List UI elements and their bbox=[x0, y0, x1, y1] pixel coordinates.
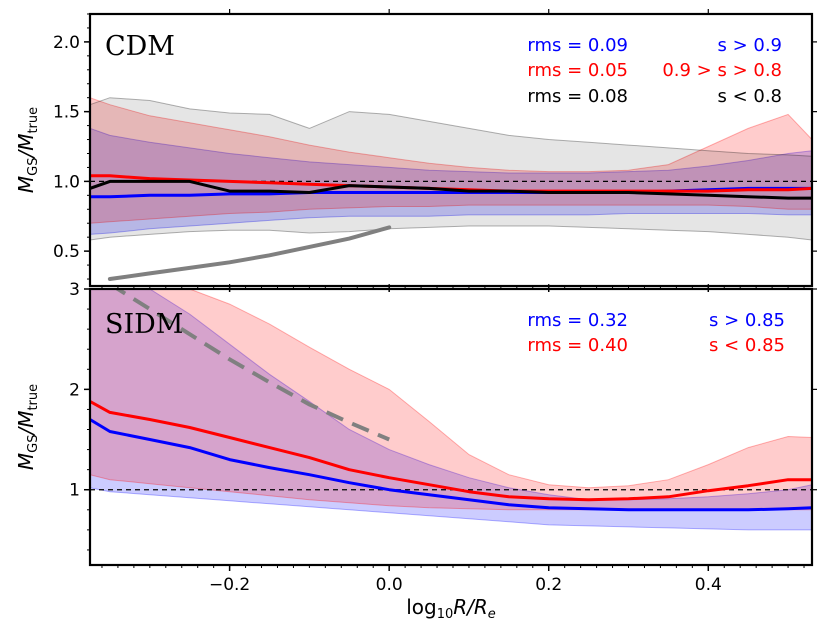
cdm-ytick-label: 1.0 bbox=[53, 172, 80, 192]
sidm-line-1 bbox=[90, 400, 812, 502]
cdm-rms-black: rms = 0.08 bbox=[527, 86, 628, 107]
panel-cdm: 0.5 1.0 1.5 2.0 CDM rms = 0.09 rms = 0.05 r… bbox=[53, 9, 817, 292]
sidm-band-1 bbox=[90, 289, 812, 511]
cdm-bands bbox=[90, 97, 812, 241]
sidm-xtick-label: 0.0 bbox=[376, 575, 403, 595]
cdm-ylabel: MGS/Mtrue bbox=[14, 107, 41, 193]
cdm-rms-blue: rms = 0.09 bbox=[527, 35, 628, 56]
cdm-s-blue: s > 0.9 bbox=[717, 35, 782, 56]
cdm-guide-curve bbox=[107, 225, 392, 281]
cdm-ytick-label: 1.5 bbox=[53, 103, 80, 123]
sidm-xtick-label: 0.2 bbox=[535, 575, 562, 595]
sidm-guide-curve bbox=[114, 289, 390, 442]
sidm-ytick-label: 2 bbox=[69, 380, 80, 400]
sidm-ytick-label: 1 bbox=[69, 481, 80, 501]
sidm-s-red: s < 0.85 bbox=[709, 335, 785, 356]
sidm-frame bbox=[88, 287, 814, 567]
sidm-rms-red: rms = 0.40 bbox=[527, 335, 628, 356]
cdm-line-2 bbox=[90, 179, 812, 200]
x-axis-label: log10R/Re bbox=[406, 595, 496, 622]
cdm-s-black: s < 0.8 bbox=[717, 86, 782, 107]
cdm-ticks: 0.5 1.0 1.5 2.0 bbox=[53, 9, 817, 292]
sidm-s-blue: s > 0.85 bbox=[709, 310, 785, 331]
sidm-lines bbox=[90, 289, 812, 512]
sidm-bands bbox=[90, 289, 812, 531]
sidm-band-0 bbox=[90, 289, 812, 531]
sidm-ylabel: MGS/Mtrue bbox=[14, 384, 41, 470]
cdm-lines bbox=[90, 174, 812, 281]
cdm-ytick-label: 2.0 bbox=[53, 33, 80, 53]
cdm-title: CDM bbox=[105, 31, 175, 62]
cdm-rms-red: rms = 0.05 bbox=[527, 60, 628, 81]
cdm-s-red: 0.9 > s > 0.8 bbox=[662, 60, 782, 81]
sidm-title: SIDM bbox=[105, 309, 183, 340]
sidm-line-0 bbox=[90, 418, 812, 512]
panel-sidm: 1 2 3 −0.2 0.0 0.2 0.4 SIDM rms = 0.32 rms = 0… bbox=[69, 280, 817, 595]
sidm-xtick-label: −0.2 bbox=[209, 575, 250, 595]
sidm-xtick-label: 0.4 bbox=[695, 575, 722, 595]
cdm-ytick-label: 0.5 bbox=[53, 242, 80, 262]
sidm-rms-blue: rms = 0.32 bbox=[527, 310, 628, 331]
cdm-band-2 bbox=[90, 97, 812, 241]
sidm-ytick-label: 3 bbox=[69, 280, 80, 300]
cdm-frame bbox=[88, 12, 814, 288]
